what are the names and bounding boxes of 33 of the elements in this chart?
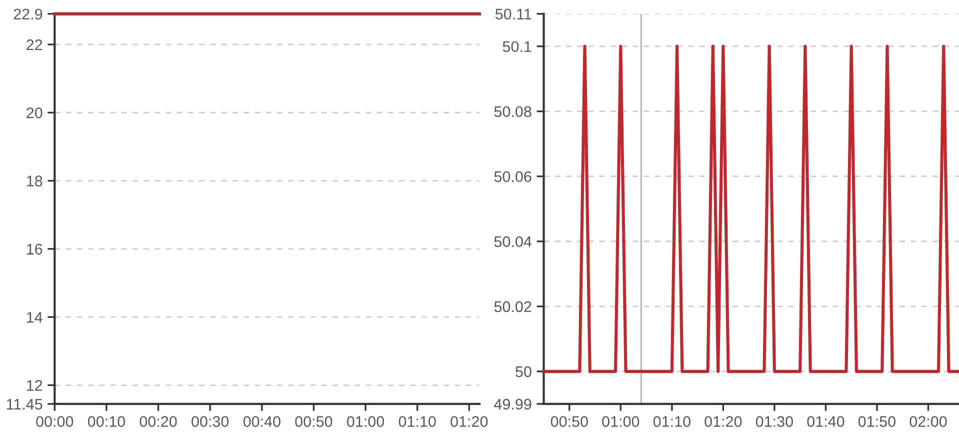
y-tick-label: 22.9 <box>14 8 42 20</box>
x-tick-label: 00:30 <box>192 416 229 427</box>
x-tick-label: 01:10 <box>653 416 690 427</box>
y-tick-label: 50.04 <box>494 236 532 248</box>
x-tick-label: 01:30 <box>756 416 793 427</box>
x-tick-label: 01:10 <box>398 416 436 427</box>
x-tick-label: 00:40 <box>243 416 280 427</box>
x-tick-label: 01:40 <box>807 416 844 427</box>
x-tick-label: 00:10 <box>88 416 125 427</box>
x-tick-label: 00:20 <box>140 416 177 427</box>
x-tick-label: 01:50 <box>858 416 896 427</box>
x-tick-label: 01:00 <box>602 416 640 427</box>
y-tick-label: 14 <box>27 312 42 323</box>
y-tick-label: 50.02 <box>494 301 532 312</box>
x-tick-label: 00:50 <box>295 416 332 427</box>
y-tick-label: 50 <box>516 366 532 378</box>
y-tick-label: 50.11 <box>495 8 532 20</box>
x-tick-label: 01:00 <box>346 416 384 427</box>
x-tick-label: 00:50 <box>550 416 588 427</box>
x-tick-label: 00:00 <box>36 416 74 427</box>
x-tick-label: 01:20 <box>704 416 742 427</box>
y-tick-label: 11.45 <box>6 398 42 410</box>
y-tick-label: 22 <box>26 39 42 50</box>
x-tick-label: 01:20 <box>450 416 488 427</box>
y-tick-label: 18 <box>27 176 42 186</box>
x-tick-label: 02:00 <box>910 416 947 427</box>
y-tick-label: 50.1 <box>502 41 532 52</box>
y-tick-label: 49.99 <box>494 398 532 410</box>
y-tick-label: 50.06 <box>494 171 532 182</box>
y-tick-label: 16 <box>27 244 42 255</box>
y-tick-label: 12 <box>27 380 42 391</box>
y-tick-label: 50.08 <box>494 106 532 118</box>
y-tick-label: 20 <box>26 107 42 118</box>
